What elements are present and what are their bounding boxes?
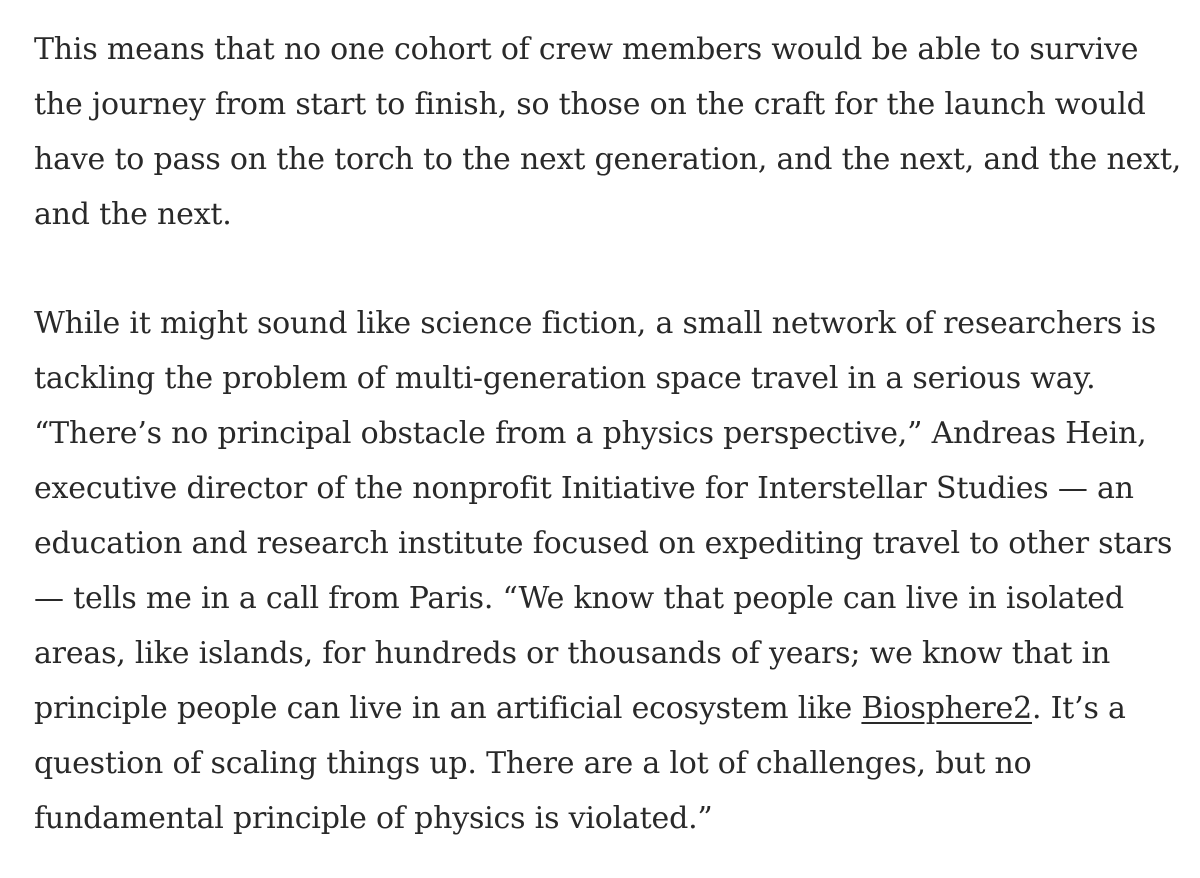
paragraph-line: While it might sound like science fictio… bbox=[34, 306, 1156, 341]
paragraph-line-with-link: principle people can live in an artifici… bbox=[34, 681, 1170, 736]
paragraph-line: executive director of the nonprofit Init… bbox=[34, 471, 1134, 506]
paragraph-line: have to pass on the torch to the next ge… bbox=[34, 142, 1182, 177]
paragraph-line: areas, like islands, for hundreds or tho… bbox=[34, 636, 1111, 671]
paragraph-line: question of scaling things up. There are… bbox=[34, 746, 1032, 781]
paragraph-line: fundamental principle of physics is viol… bbox=[34, 801, 713, 836]
paragraph-line: and the next. bbox=[34, 197, 232, 232]
paragraph-line: tackling the problem of multi-generation… bbox=[34, 361, 1096, 396]
link-following-text: . It’s a bbox=[1031, 691, 1126, 726]
paragraph-line: the journey from start to finish, so tho… bbox=[34, 87, 1146, 122]
link-preceding-text: principle people can live in an artifici… bbox=[34, 691, 862, 726]
paragraph-1: This means that no one cohort of crew me… bbox=[34, 22, 1182, 242]
paragraph-line: “There’s no principal obstacle from a ph… bbox=[34, 416, 1147, 451]
paragraph-line: This means that no one cohort of crew me… bbox=[34, 32, 1139, 67]
paragraph-2: While it might sound like science fictio… bbox=[34, 296, 1173, 846]
paragraph-line: — tells me in a call from Paris. “We kno… bbox=[34, 581, 1124, 616]
biosphere2-link[interactable]: Biosphere2 bbox=[861, 691, 1032, 726]
paragraph-line: education and research institute focused… bbox=[34, 526, 1173, 561]
